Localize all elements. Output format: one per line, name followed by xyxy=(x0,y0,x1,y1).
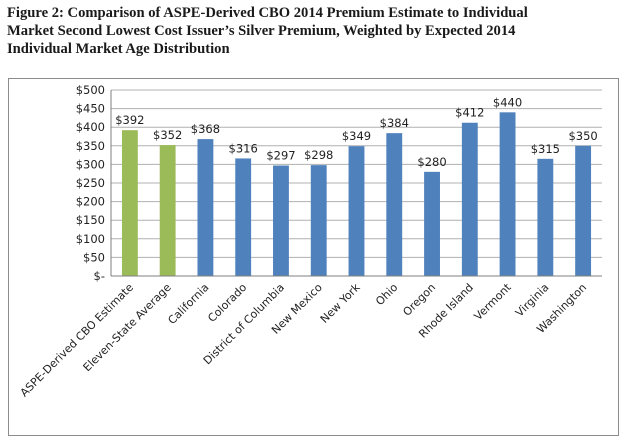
y-tick-label: $450 xyxy=(76,102,105,116)
y-tick-label: $150 xyxy=(76,213,105,227)
data-label: $298 xyxy=(304,148,333,162)
data-label: $412 xyxy=(455,106,484,120)
figure-title-line-2: Market Second Lowest Cost Issuer’s Silve… xyxy=(7,23,516,39)
data-label: $316 xyxy=(229,141,258,155)
bar xyxy=(159,145,176,276)
data-label: $280 xyxy=(417,155,446,169)
axes xyxy=(110,90,602,277)
figure-title: Figure 2: Comparison of ASPE-Derived CBO… xyxy=(7,4,619,58)
y-tick-label: $50 xyxy=(83,250,105,264)
y-tick-label: $100 xyxy=(76,232,105,246)
data-label: $352 xyxy=(153,128,182,142)
bar xyxy=(461,122,478,277)
data-label: $297 xyxy=(266,149,295,163)
bar xyxy=(310,165,327,276)
bar xyxy=(499,112,516,276)
bars xyxy=(121,112,592,277)
bar xyxy=(197,139,214,276)
bar xyxy=(537,158,554,276)
x-tick-label: Oregon xyxy=(400,281,438,319)
y-tick-label: $500 xyxy=(76,83,105,97)
data-label: $350 xyxy=(568,129,597,143)
y-tick-label: $400 xyxy=(76,120,105,134)
figure-title-line-1: Figure 2: Comparison of ASPE-Derived CBO… xyxy=(7,5,528,21)
data-label: $315 xyxy=(531,142,560,156)
x-tick-label: California xyxy=(165,281,211,327)
data-label: $440 xyxy=(493,95,522,109)
bar xyxy=(273,165,289,276)
data-label: $368 xyxy=(191,122,220,136)
y-tick-label: $200 xyxy=(76,195,105,209)
y-tick-label: $300 xyxy=(76,157,105,171)
data-label: $384 xyxy=(380,116,409,130)
bar xyxy=(121,130,138,276)
x-tick-label: Vermont xyxy=(472,280,515,323)
x-tick-label: Ohio xyxy=(373,281,400,308)
data-label: $349 xyxy=(342,129,371,143)
figure-title-line-3: Individual Market Age Distribution xyxy=(7,41,230,57)
bar xyxy=(348,146,365,276)
bar xyxy=(235,158,252,276)
y-tick-label: $250 xyxy=(76,176,105,190)
y-tick-label: $350 xyxy=(76,139,105,153)
x-tick-label: Virginia xyxy=(513,281,552,320)
data-label: $392 xyxy=(115,113,144,127)
x-tick-label: New York xyxy=(318,280,363,325)
bar xyxy=(424,171,440,276)
bar xyxy=(386,133,403,276)
bar xyxy=(575,145,592,276)
y-tick-label: $- xyxy=(94,269,105,283)
